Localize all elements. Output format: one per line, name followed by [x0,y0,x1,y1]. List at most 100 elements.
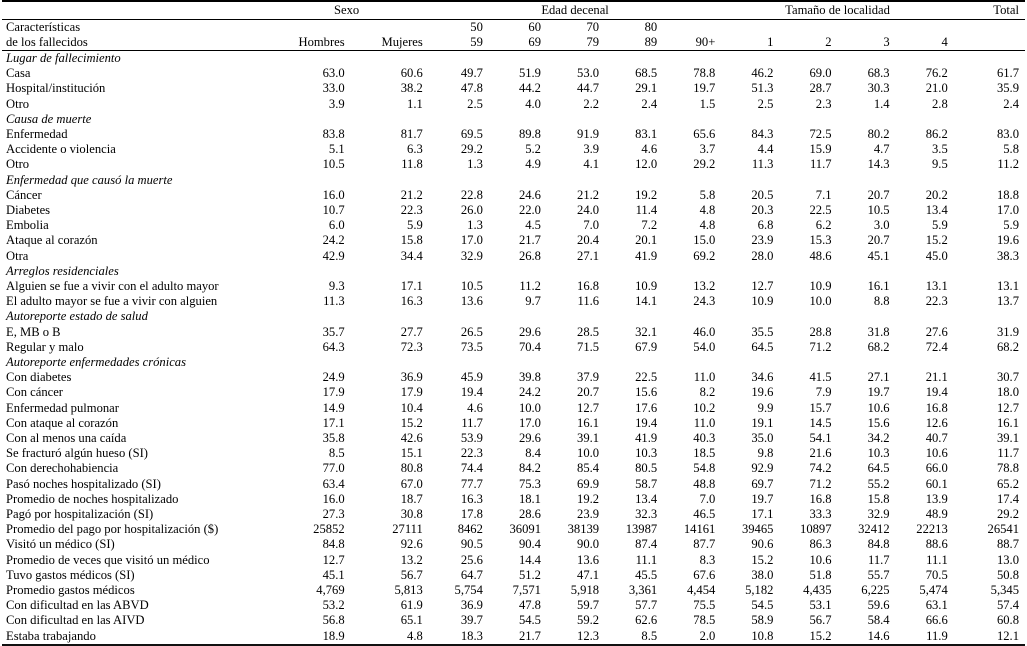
row-label: Casa [6,66,31,81]
cell-value: 63.0 [322,66,345,81]
cell-value: 19.1 [751,415,774,430]
cell-value: 21.7 [518,233,541,248]
table-row: Cáncer 16.0 21.2 22.8 24.6 21.2 19.2 5.8 20.5 7.1… [2,188,1025,203]
cell-value: 65.2 [996,476,1019,491]
cell-value: 35.9 [996,81,1019,96]
cell-value: 17.9 [322,385,345,400]
cell-value: 84.2 [518,461,541,476]
row-label: Con dificultad en las AIVD [6,613,145,628]
cell-value: 17.4 [996,491,1019,506]
cell-value: 11.3 [323,294,345,309]
cell-value: 47.8 [518,598,541,613]
cell-value: 4.1 [583,157,600,172]
cell-value: 5.9 [407,218,423,233]
cell-value: 10.2 [693,400,716,415]
cell-value: 8.4 [525,446,541,461]
cell-value: 16.1 [577,415,600,430]
section-title: Autoreporte enfermedades crónicas [6,354,187,369]
section-header-row: Causa de muerte [2,112,1025,127]
table-row: Embolia 6.0 5.9 1.3 4.5 7.0 7.2 4.8 6.8 6.2 3.0 5.9… [2,218,1025,233]
row-label: Promedio de noches hospitalizado [6,491,179,506]
cell-value: 38.0 [751,567,774,582]
cell-value: 12.6 [925,415,948,430]
cell-value: 21.2 [577,187,600,202]
cell-value: 78.5 [693,613,716,628]
cell-value: 55.2 [867,476,890,491]
table-row: Promedio del pago por hospitalización ($… [2,522,1025,537]
cell-value: 45.5 [635,567,658,582]
cell-value: 38.3 [996,248,1019,263]
row-label: Con diabetes [6,370,72,385]
cell-value: 13.1 [996,278,1019,293]
cell-value: 69.2 [693,248,716,263]
cell-value: 13.4 [925,202,948,217]
row-label: Con derechohabiencia [6,461,119,476]
cell-value: 68.2 [867,339,890,354]
cell-value: 20.3 [751,202,774,217]
cell-value: 78.8 [693,66,716,81]
row-label: Alguien se fue a vivir con el adulto may… [6,278,219,293]
cell-value: 32.9 [460,248,483,263]
cell-value: 74.2 [809,461,832,476]
row-label: Con dificultad en las ABVD [6,598,149,613]
cell-value: 55.7 [867,567,890,582]
cell-value: 90.4 [518,537,541,552]
cell-value: 71.5 [577,339,600,354]
row-label: Con ataque al corazón [6,415,119,430]
cell-value: 49.7 [460,66,483,81]
cell-value: 77.0 [322,461,345,476]
cell-value: 48.6 [809,248,832,263]
cell-value: 24.0 [577,202,600,217]
table-row: Tuvo gastos médicos (SI) 45.1 56.7 64.7 51.2… [2,568,1025,583]
row-label: Cáncer [6,187,42,202]
cell-value: 51.8 [809,567,832,582]
cell-value: 6.8 [757,218,774,233]
cell-value: 75.3 [518,476,541,491]
row-header-title-line2: de los fallecidos [2,34,265,51]
cell-value: 51.9 [518,66,541,81]
cell-value: 36.9 [460,598,483,613]
cell-value: 24.6 [518,187,541,202]
table-row: Otro 3.9 1.1 2.5 4.0 2.2 2.4 1.5 2.5 2.3 1.4 2.8 2.4 [2,97,1025,112]
cell-value: 1.1 [407,96,423,111]
column-group-sexo: Sexo [264,1,429,20]
cell-value: 10.5 [322,157,345,172]
cell-value: 1.3 [467,157,483,172]
row-label: Visitó un médico (SI) [6,537,115,552]
cell-value: 6.0 [328,218,345,233]
cell-value: 19.2 [577,491,600,506]
cell-value: 39.8 [518,370,541,385]
cell-value: 66.6 [925,613,948,628]
cell-value: 87.7 [693,537,716,552]
column-header-hombres: Hombres [264,34,351,51]
cell-value: 15.2 [809,628,832,643]
row-label: E, MB o B [6,324,61,339]
column-header-age-89: 89 [605,34,664,51]
cell-value: 83.1 [635,126,658,141]
cell-value: 88.7 [996,537,1019,552]
cell-value: 69.7 [751,476,774,491]
cell-value: 26.8 [518,248,541,263]
cell-value: 13987 [625,522,658,537]
section-header-row: Enfermedad que causó la muerte [2,173,1025,188]
cell-value: 57.7 [635,598,658,613]
cell-value: 59.2 [577,613,600,628]
cell-value: 54.5 [518,613,541,628]
row-label: Regular y malo [6,339,84,354]
cell-value: 27.1 [867,370,890,385]
cell-value: 29.2 [460,142,483,157]
cell-value: 63.1 [925,598,948,613]
cell-value: 2.5 [757,96,774,111]
row-label: Otro [6,96,30,111]
row-label: Pagó por hospitalización (SI) [6,507,154,521]
cell-value: 11.2 [997,157,1019,172]
cell-value: 45.0 [925,248,948,263]
cell-value: 48.8 [693,476,716,491]
cell-value: 4,435 [803,583,832,598]
cell-value: 67.9 [635,339,658,354]
cell-value: 90.6 [751,537,774,552]
cell-value: 17.0 [996,202,1019,217]
cell-value: 11.7 [461,415,483,430]
cell-value: 11.7 [997,446,1019,461]
